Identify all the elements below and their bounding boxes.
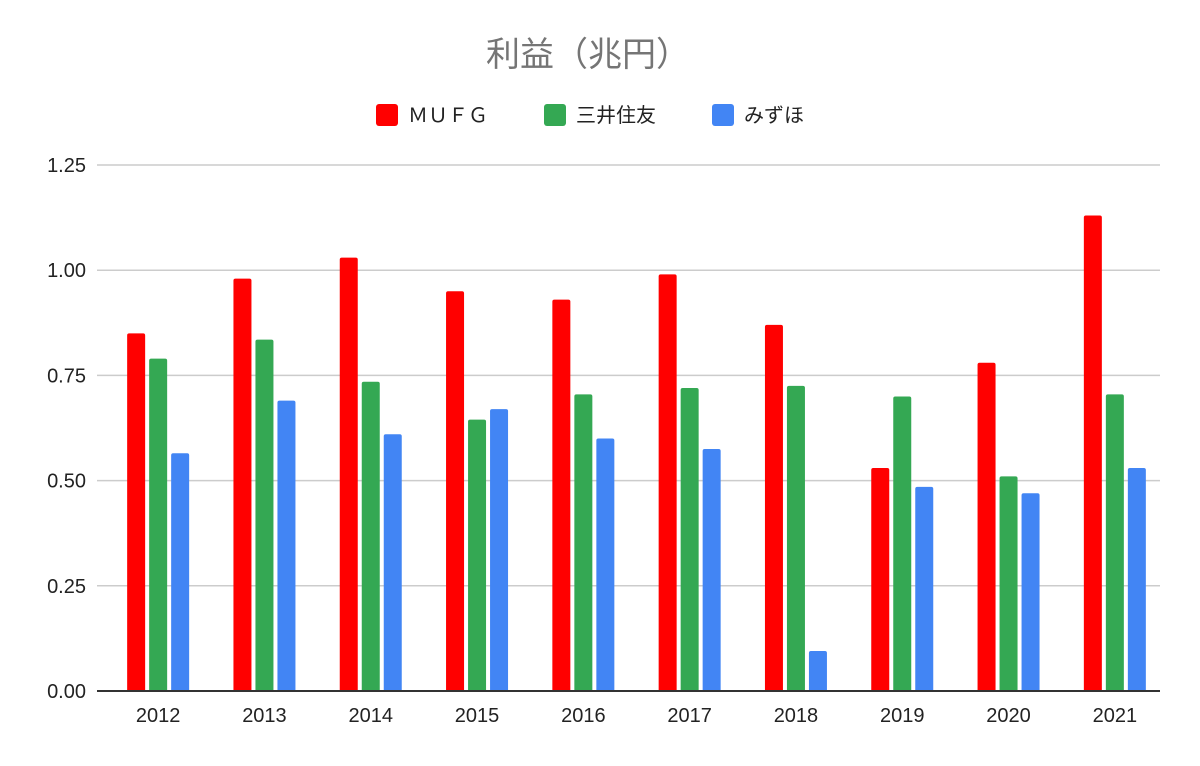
bar bbox=[999, 476, 1018, 691]
legend-label: 三井住友 bbox=[576, 103, 656, 127]
bar bbox=[871, 467, 890, 691]
bar bbox=[149, 358, 168, 691]
bar bbox=[977, 362, 996, 691]
legend: ＭＵＦＧ 三井住友 みずほ bbox=[376, 103, 804, 127]
x-tick-label: 2018 bbox=[774, 705, 819, 727]
bars bbox=[127, 215, 1146, 691]
x-tick-label: 2014 bbox=[349, 705, 394, 727]
x-tick-label: 2020 bbox=[986, 705, 1031, 727]
x-tick-label: 2013 bbox=[242, 705, 287, 727]
bar bbox=[255, 339, 274, 691]
bar bbox=[361, 381, 380, 691]
bar bbox=[893, 396, 912, 691]
legend-label: みずほ bbox=[744, 103, 804, 127]
bar bbox=[468, 419, 487, 691]
bar bbox=[127, 333, 146, 691]
bar bbox=[658, 274, 677, 691]
x-tick-label: 2015 bbox=[455, 705, 500, 727]
legend-swatch bbox=[544, 104, 566, 126]
bar bbox=[383, 434, 402, 691]
bar bbox=[680, 388, 699, 691]
bar bbox=[171, 453, 190, 691]
y-tick-label: 0.25 bbox=[47, 576, 86, 598]
y-tick-label: 1.25 bbox=[47, 155, 86, 177]
y-axis: 0.00 0.25 0.50 0.75 1.00 1.25 bbox=[47, 155, 86, 703]
x-tick-label: 2012 bbox=[136, 705, 181, 727]
bar bbox=[339, 257, 358, 691]
bar bbox=[764, 324, 783, 691]
bar bbox=[1127, 467, 1146, 691]
bar bbox=[786, 385, 805, 691]
x-tick-label: 2019 bbox=[880, 705, 925, 727]
y-tick-label: 1.00 bbox=[47, 260, 86, 282]
legend-label: ＭＵＦＧ bbox=[408, 103, 488, 127]
y-tick-label: 0.50 bbox=[47, 471, 86, 493]
bar bbox=[596, 438, 615, 691]
bar bbox=[915, 486, 934, 691]
bar bbox=[702, 449, 721, 691]
x-axis: 2012 2013 2014 2015 2016 2017 2018 2019 2020 2021 bbox=[97, 690, 1160, 727]
x-tick-label: 2021 bbox=[1093, 705, 1138, 727]
chart-title: 利益（兆円） bbox=[486, 35, 690, 75]
bar bbox=[808, 651, 827, 691]
bar bbox=[1083, 215, 1102, 691]
y-tick-label: 0.00 bbox=[47, 681, 86, 703]
bar bbox=[233, 278, 252, 691]
bar bbox=[574, 394, 593, 691]
bar bbox=[446, 291, 465, 691]
y-tick-label: 0.75 bbox=[47, 365, 86, 387]
x-tick-label: 2016 bbox=[561, 705, 606, 727]
legend-swatch bbox=[376, 104, 398, 126]
legend-swatch bbox=[712, 104, 734, 126]
bar bbox=[1105, 394, 1124, 691]
bar bbox=[490, 409, 509, 691]
bar bbox=[552, 299, 571, 691]
bar bbox=[1021, 493, 1040, 691]
x-tick-label: 2017 bbox=[667, 705, 712, 727]
bar bbox=[277, 400, 296, 691]
